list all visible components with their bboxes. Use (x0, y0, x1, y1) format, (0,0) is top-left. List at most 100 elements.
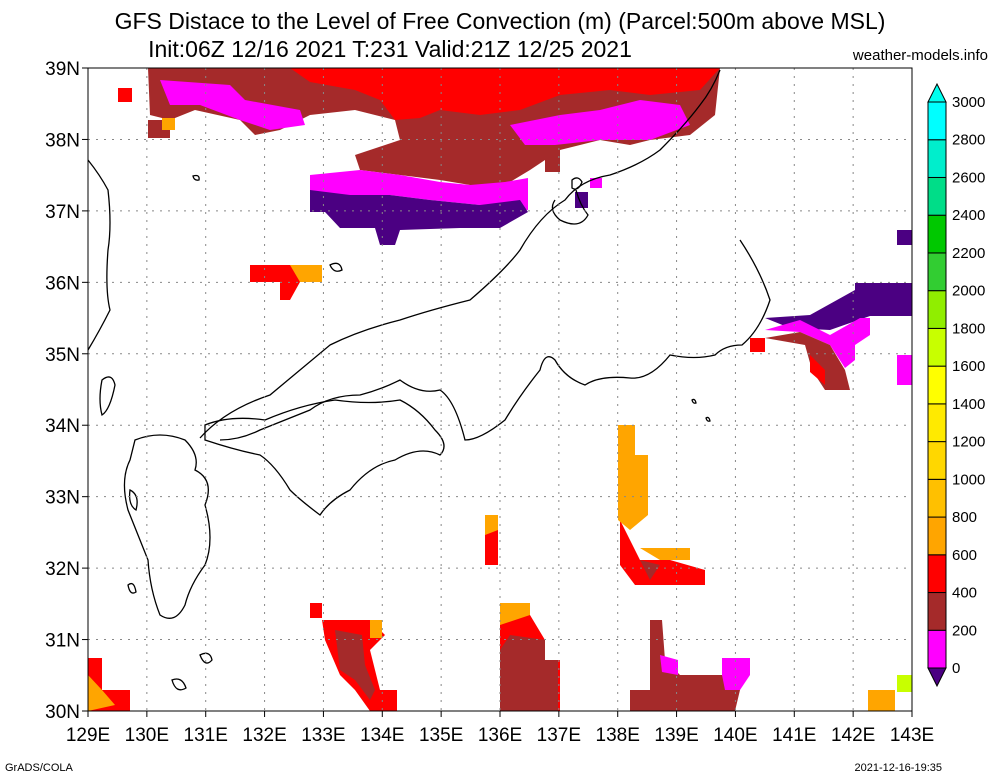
lon-label: 139E (654, 725, 698, 746)
field-patch-28 (630, 620, 740, 711)
field-patch-8 (765, 283, 912, 330)
colorbar (927, 82, 947, 688)
lat-label: 38N (45, 130, 80, 151)
colorbar-segment (927, 139, 947, 178)
colorbar-segment (927, 176, 947, 216)
lat-label: 35N (45, 345, 80, 366)
colorbar-segment (927, 327, 947, 367)
coastline (87, 69, 771, 691)
lon-label: 141E (772, 725, 816, 746)
colorbar-label: 2600 (952, 169, 985, 186)
colorbar-segment (927, 516, 947, 556)
lat-label: 33N (45, 488, 80, 509)
lat-label: 31N (45, 631, 80, 652)
field-patch-10 (765, 332, 850, 390)
field-patch-11 (810, 355, 825, 385)
colorbar-label: 2400 (952, 207, 985, 224)
colorbar-min-arrow (927, 667, 947, 688)
lat-labels: 30N 31N 32N 33N 34N 35N 36N 37N 38N 39N (45, 59, 80, 723)
field-patch-23 (500, 635, 558, 711)
lon-label: 133E (301, 725, 345, 746)
colorbar-segment (927, 403, 947, 443)
lon-label: 137E (537, 725, 581, 746)
axis-ticks (82, 67, 913, 717)
lon-label: 143E (890, 725, 934, 746)
lon-label: 130E (125, 725, 169, 746)
lon-label: 138E (596, 725, 640, 746)
colorbar-max-arrow (927, 82, 947, 103)
lon-label: 129E (66, 725, 110, 746)
colorbar-segment (927, 441, 947, 480)
field-patch-33 (868, 690, 895, 711)
lon-label: 134E (360, 725, 404, 746)
colorbar-label: 800 (952, 509, 977, 526)
colorbar-segment (927, 101, 947, 141)
field-patch-16 (618, 425, 648, 530)
colorbar-segment (927, 365, 947, 405)
field-patch-20 (485, 515, 498, 535)
lon-label: 142E (831, 725, 875, 746)
field-patch-4 (510, 100, 690, 145)
field-patch-35 (118, 88, 132, 102)
colorbar-segment (927, 629, 947, 669)
field-patch-1 (290, 68, 720, 120)
field-patch-39 (590, 178, 602, 188)
colorbar-label: 1800 (952, 320, 985, 337)
lon-label: 136E (478, 725, 522, 746)
field-patch-24 (310, 603, 322, 618)
field-patch-3 (310, 170, 528, 210)
footer-timestamp: 2021-12-16-19:35 (854, 762, 942, 774)
lat-label: 36N (45, 273, 80, 294)
field-patch-37 (162, 118, 175, 130)
lon-label: 140E (713, 725, 757, 746)
colorbar-label: 400 (952, 585, 977, 602)
field-patch-30 (722, 658, 750, 690)
field-patch-29 (660, 655, 678, 675)
field-patch-9 (765, 318, 870, 368)
colorbar-label: 600 (952, 547, 977, 564)
colorbar-label: 2200 (952, 245, 985, 262)
chart-subtitle: Init:06Z 12/16 2021 T:231 Valid:21Z 12/2… (148, 36, 632, 62)
colorbar-segment (927, 592, 947, 631)
field-patch-32 (88, 675, 115, 711)
colorbar-label: 1600 (952, 358, 985, 375)
field-patch-15 (620, 520, 705, 585)
colorbar-label: 2800 (952, 132, 985, 149)
footer-software: GrADS/COLA (5, 762, 73, 774)
field-patch-34 (897, 675, 912, 692)
colorbar-label: 0 (952, 660, 960, 677)
lat-label: 39N (45, 59, 80, 80)
lat-label: 32N (45, 559, 80, 580)
lat-lon-grid (88, 68, 912, 711)
chart-title: GFS Distace to the Level of Free Convect… (114, 8, 886, 34)
field-patch-40 (545, 145, 560, 172)
lon-label: 135E (419, 725, 463, 746)
field-patch-0 (148, 68, 720, 185)
colorbar-label: 2000 (952, 283, 985, 300)
field-shading (88, 68, 912, 711)
lat-label: 30N (45, 702, 80, 723)
field-patch-27 (370, 620, 382, 638)
colorbar-segment (927, 478, 947, 518)
lon-label: 132E (242, 725, 286, 746)
lon-label: 131E (184, 725, 228, 746)
field-patch-13 (897, 230, 912, 245)
lat-label: 37N (45, 202, 80, 223)
colorbar-segment (927, 252, 947, 292)
field-patch-7 (290, 265, 322, 282)
colorbar-label: 1000 (952, 471, 985, 488)
colorbar-label: 200 (952, 622, 977, 639)
colorbar-label: 1400 (952, 396, 985, 413)
site-credit: weather-models.info (852, 47, 988, 64)
colorbar-segment (927, 554, 947, 594)
colorbar-label: 3000 (952, 94, 985, 111)
colorbar-segment (927, 290, 947, 329)
field-patch-18 (640, 560, 660, 580)
colorbar-segment (927, 214, 947, 254)
colorbar-label: 1200 (952, 434, 985, 451)
field-patch-17 (640, 548, 690, 560)
field-patch-2 (160, 80, 305, 130)
colorbar-labels: 0 200 400 600 800 1000 1200 1400 1600 1800 2000 220… (952, 94, 985, 677)
field-patch-26 (335, 630, 375, 700)
